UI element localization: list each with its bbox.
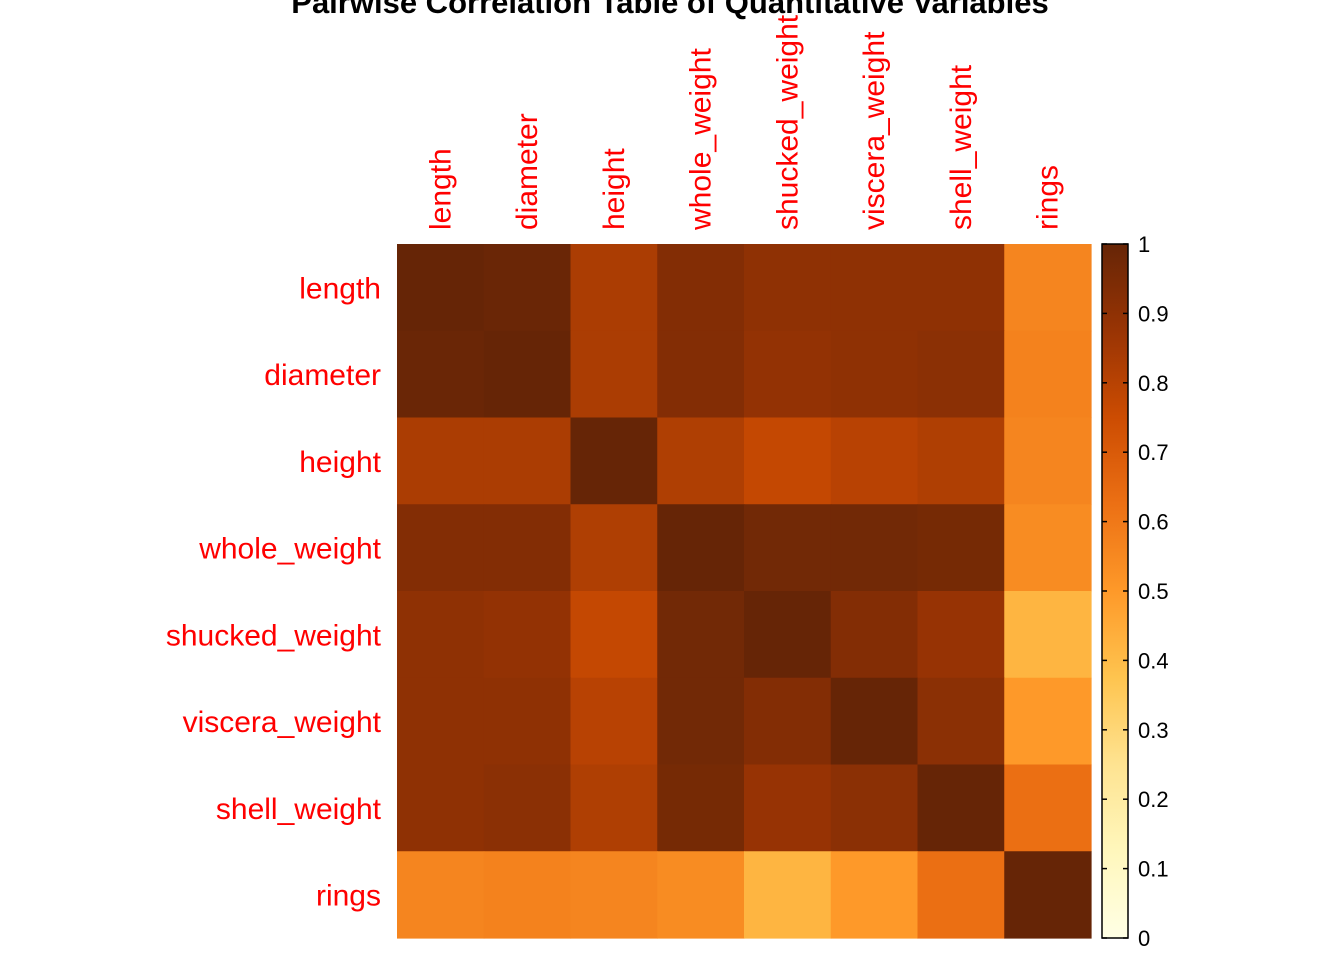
row-labels: length diameter height whole_weight shucked_… — [166, 272, 382, 912]
heatmap-cell-whole_weight-length — [397, 504, 485, 592]
column-label-height: height — [598, 148, 631, 230]
column-label-shucked_weight: shucked_weight — [771, 14, 804, 230]
heatmap-cell-length-length — [397, 244, 485, 332]
heatmap-cell-viscera_weight-length — [397, 677, 485, 766]
heatmap-cell-rings-rings — [1004, 851, 1092, 939]
row-label-rings: rings — [316, 880, 381, 913]
heatmap-cell-height-whole_weight — [657, 417, 745, 505]
heatmap-cell-rings-whole_weight — [657, 851, 745, 939]
heatmap-cell-whole_weight-rings — [1004, 504, 1092, 592]
heatmap-cell-whole_weight-viscera_weight — [830, 504, 919, 592]
heatmap-cell-shucked_weight-viscera_weight — [830, 591, 919, 679]
heatmap-cell-shucked_weight-shucked_weight — [744, 591, 832, 679]
heatmap-cell-shucked_weight-whole_weight — [657, 591, 745, 679]
heatmap-cell-diameter-viscera_weight — [830, 330, 919, 419]
heatmap-cell-length-viscera_weight — [830, 244, 919, 332]
row-label-diameter: diameter — [264, 359, 381, 392]
heatmap-cell-diameter-shucked_weight — [744, 330, 832, 419]
heatmap-cell-rings-viscera_weight — [830, 851, 919, 939]
heatmap-cell-length-diameter — [483, 244, 572, 332]
row-label-shell_weight: shell_weight — [216, 793, 382, 826]
heatmap-cell-whole_weight-height — [570, 504, 658, 592]
heatmap-cell-shell_weight-viscera_weight — [830, 764, 919, 852]
heatmap-cell-length-height — [570, 244, 658, 332]
heatmap-cell-shucked_weight-rings — [1004, 591, 1092, 679]
column-label-diameter: diameter — [511, 113, 544, 230]
row-label-viscera_weight: viscera_weight — [183, 706, 382, 739]
heatmap-cell-length-rings — [1004, 244, 1092, 332]
colorbar-tick-label: 0.8 — [1138, 371, 1169, 396]
heatmap-cell-shucked_weight-length — [397, 591, 485, 679]
heatmap-cell-rings-diameter — [483, 851, 572, 939]
heatmap-cell-height-shucked_weight — [744, 417, 832, 505]
heatmap-cell-diameter-rings — [1004, 330, 1092, 419]
chart-title: Pairwise Correlation Table of Quantitati… — [291, 0, 1048, 20]
heatmap-cell-rings-height — [570, 851, 658, 939]
heatmap-cell-viscera_weight-whole_weight — [657, 677, 745, 766]
colorbar-tick-label: 0.9 — [1138, 301, 1169, 326]
heatmap-cell-rings-shucked_weight — [744, 851, 832, 939]
colorbar-tick-label: 0.6 — [1138, 510, 1169, 535]
row-label-whole_weight: whole_weight — [198, 533, 381, 566]
column-label-viscera_weight: viscera_weight — [858, 31, 891, 230]
heatmap-cell-height-rings — [1004, 417, 1092, 505]
heatmap-cell-shucked_weight-diameter — [483, 591, 572, 679]
heatmap-cell-rings-length — [397, 851, 485, 939]
heatmap-cell-viscera_weight-shucked_weight — [744, 677, 832, 766]
colorbar-tick-label: 0 — [1138, 926, 1150, 951]
heatmap-cell-length-whole_weight — [657, 244, 745, 332]
heatmap-cell-shell_weight-diameter — [483, 764, 572, 852]
heatmap-cell-diameter-whole_weight — [657, 330, 745, 419]
heatmap-cell-viscera_weight-rings — [1004, 677, 1092, 766]
row-label-height: height — [299, 446, 381, 479]
column-label-shell_weight: shell_weight — [945, 64, 978, 230]
colorbar-tick-label: 0.2 — [1138, 787, 1169, 812]
heatmap-cell-whole_weight-whole_weight — [657, 504, 745, 592]
heatmap-cell-diameter-height — [570, 330, 658, 419]
heatmap-cells — [397, 244, 1092, 939]
heatmap-cell-whole_weight-shell_weight — [917, 504, 1005, 592]
heatmap-cell-rings-shell_weight — [917, 851, 1005, 939]
row-label-shucked_weight: shucked_weight — [166, 619, 382, 652]
column-label-rings: rings — [1032, 165, 1065, 230]
column-labels: length diameter height whole_weight shucked_… — [424, 14, 1064, 231]
heatmap-cell-shell_weight-shell_weight — [917, 764, 1005, 852]
heatmap-cell-length-shell_weight — [917, 244, 1005, 332]
heatmap-cell-diameter-shell_weight — [917, 330, 1005, 419]
heatmap-cell-height-shell_weight — [917, 417, 1005, 505]
colorbar-tick-label: 1 — [1138, 232, 1150, 257]
heatmap-cell-whole_weight-shucked_weight — [744, 504, 832, 592]
colorbar-tick-label: 0.4 — [1138, 648, 1169, 673]
heatmap-cell-shucked_weight-height — [570, 591, 658, 679]
heatmap-cell-height-length — [397, 417, 485, 505]
heatmap-cell-diameter-diameter — [483, 330, 572, 419]
heatmap-cell-viscera_weight-height — [570, 677, 658, 766]
heatmap-cell-shell_weight-length — [397, 764, 485, 852]
heatmap-cell-shucked_weight-shell_weight — [917, 591, 1005, 679]
heatmap-cell-viscera_weight-viscera_weight — [830, 677, 919, 766]
column-label-whole_weight: whole_weight — [685, 48, 718, 231]
heatmap-cell-viscera_weight-diameter — [483, 677, 572, 766]
colorbar-tick-label: 0.7 — [1138, 440, 1169, 465]
colorbar-tick-label: 0.3 — [1138, 718, 1169, 743]
column-label-length: length — [424, 148, 457, 230]
heatmap-cell-whole_weight-diameter — [483, 504, 572, 592]
heatmap-cell-length-shucked_weight — [744, 244, 832, 332]
heatmap-cell-height-diameter — [483, 417, 572, 505]
heatmap-cell-shell_weight-height — [570, 764, 658, 852]
row-label-length: length — [299, 272, 381, 305]
colorbar-legend: 0 0.1 0.2 0.3 0.4 0.5 0.6 0.7 0.8 0.9 1 — [1101, 232, 1169, 951]
heatmap-cell-shell_weight-whole_weight — [657, 764, 745, 852]
heatmap-cell-height-viscera_weight — [830, 417, 919, 505]
heatmap-cell-viscera_weight-shell_weight — [917, 677, 1005, 766]
colorbar-tick-label: 0.1 — [1138, 857, 1169, 882]
heatmap-cell-shell_weight-rings — [1004, 764, 1092, 852]
heatmap-cell-height-height — [570, 417, 658, 505]
heatmap-cell-diameter-length — [397, 330, 485, 419]
heatmap-cell-shell_weight-shucked_weight — [744, 764, 832, 852]
colorbar-tick-label: 0.5 — [1138, 579, 1169, 604]
